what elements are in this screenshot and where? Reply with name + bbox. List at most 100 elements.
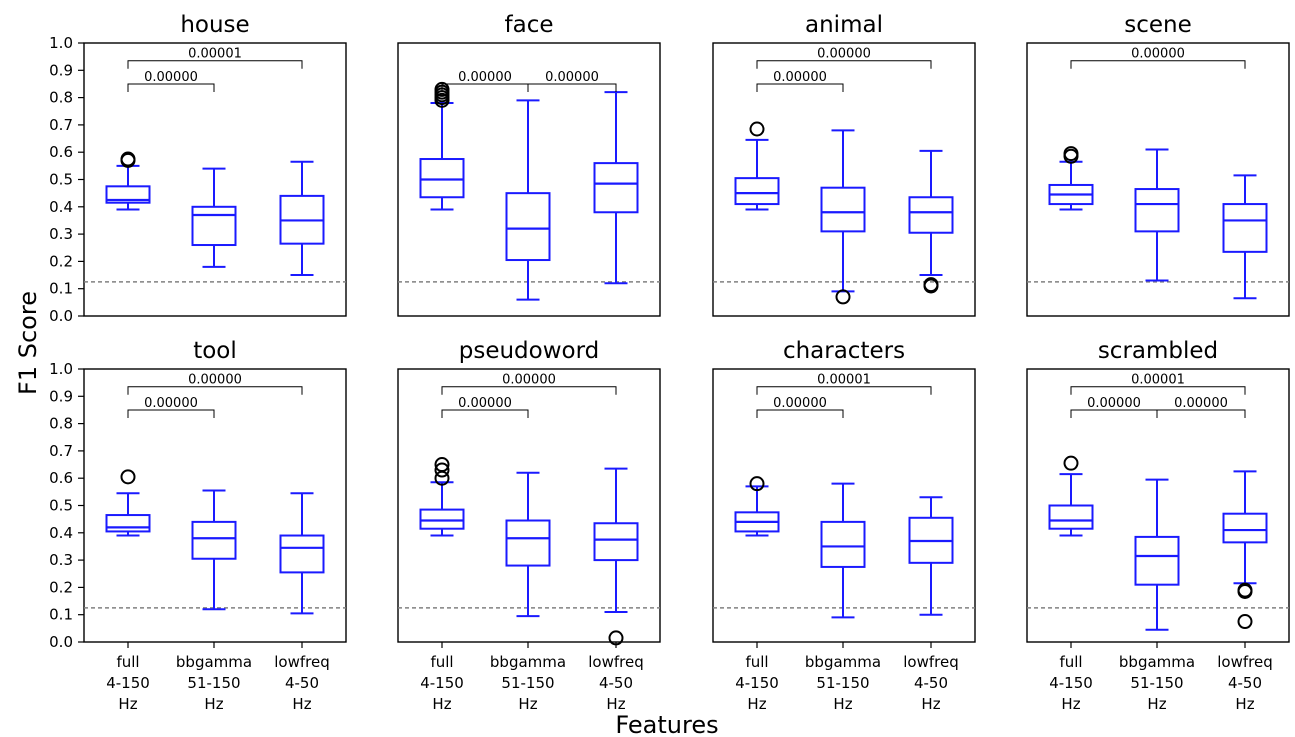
panel-scene: scene 0.00000 [1026, 12, 1290, 317]
box-iqr [1134, 535, 1180, 586]
x-tick-label: 51-150 [816, 674, 869, 692]
x-tick-label: Hz [432, 695, 451, 713]
bracket-p-value: 0.00000 [773, 70, 827, 85]
y-tick-label: 0.3 [49, 551, 73, 569]
panel-frame [397, 42, 661, 317]
significance-bracket: 0.00001 [756, 373, 932, 395]
significance-bracket: 0.00000 [1070, 47, 1246, 69]
bracket-p-value: 0.00000 [502, 373, 556, 388]
panel-tool: tool 0.0 0.1 0.2 0.3 0.4 0.5 0.6 0.7 0.8 0.9 1.0 0.0… [49, 338, 347, 713]
bracket-p-value: 0.00000 [458, 396, 512, 411]
significance-bracket: 0.00000 [127, 373, 303, 395]
box-0 [105, 151, 151, 211]
flier [120, 469, 136, 485]
box-1 [820, 482, 866, 619]
x-tick-label: bbgamma [1119, 653, 1195, 671]
significance-bracket: 0.00000 [756, 70, 844, 92]
significance-bracket: 0.00000 [127, 396, 215, 418]
x-tick-label: 51-150 [187, 674, 240, 692]
box-iqr [1134, 188, 1180, 233]
x-tick-label: 51-150 [1130, 674, 1183, 692]
y-tick-label: 0.7 [49, 442, 73, 460]
panel-title: pseudoword [459, 338, 600, 364]
box-0 [105, 469, 151, 537]
box-2 [1222, 470, 1268, 630]
bracket-line [127, 409, 215, 418]
x-tick-label: Hz [1235, 695, 1254, 713]
box-iqr [908, 196, 954, 234]
y-tick-label: 0.4 [49, 524, 73, 542]
bracket-line [1156, 409, 1246, 418]
box-1 [820, 129, 866, 305]
panel-pseudoword: pseudoword 0.00000 0.00000 full 4-150 Hz bbgam… [397, 338, 661, 713]
flier [120, 152, 136, 168]
bracket-p-value: 0.00000 [1174, 396, 1228, 411]
panel-animal: animal 0.00000 0.00000 [712, 12, 976, 317]
bracket-line [527, 83, 617, 92]
bracket-p-value: 0.00000 [817, 47, 871, 62]
box-1 [191, 489, 237, 611]
x-tick-label: 4-50 [285, 674, 319, 692]
x-tick-label: Hz [518, 695, 537, 713]
x-tick-label: Hz [204, 695, 223, 713]
bracket-p-value: 0.00001 [1131, 373, 1185, 388]
x-tick-label: Hz [1061, 695, 1080, 713]
y-tick-label: 0.1 [49, 606, 73, 624]
y-tick-label: 1.0 [49, 34, 73, 52]
flier [835, 289, 851, 305]
flier [923, 278, 939, 294]
significance-bracket: 0.00000 [441, 70, 529, 92]
box-2 [279, 492, 325, 615]
y-axis-label: F1 Score [14, 291, 42, 395]
bracket-line [441, 83, 529, 92]
box-0 [734, 121, 780, 211]
bracket-p-value: 0.00000 [545, 70, 599, 85]
y-tick-label: 0.5 [49, 497, 73, 515]
bracket-p-value: 0.00000 [1087, 396, 1141, 411]
x-tick-label: lowfreq [903, 653, 958, 671]
x-tick-label: Hz [118, 695, 137, 713]
x-tick-label: Hz [606, 695, 625, 713]
x-tick-label: Hz [292, 695, 311, 713]
box-1 [505, 99, 551, 301]
significance-bracket: 0.00000 [1156, 396, 1246, 418]
x-axis-label: Features [615, 711, 718, 737]
significance-bracket: 0.00000 [1070, 396, 1158, 418]
panel-title: scene [1124, 12, 1192, 38]
box-iqr [505, 192, 551, 262]
box-iqr [191, 520, 237, 560]
y-tick-label: 0.2 [49, 252, 73, 270]
y-tick-label: 0.3 [49, 225, 73, 243]
y-tick-label: 0.6 [49, 143, 73, 161]
bracket-line [127, 83, 215, 92]
panel-title: face [505, 12, 554, 38]
significance-bracket: 0.00001 [1070, 373, 1246, 395]
y-tick-label: 0.0 [49, 633, 73, 651]
panel-title: scrambled [1098, 338, 1218, 364]
y-tick-label: 0.1 [49, 280, 73, 298]
x-tick-label: full [116, 653, 139, 671]
y-tick-label: 0.5 [49, 171, 73, 189]
bracket-p-value: 0.00000 [188, 373, 242, 388]
box-iqr [191, 205, 237, 247]
box-1 [505, 471, 551, 618]
x-tick-label: Hz [747, 695, 766, 713]
panel-scrambled: scrambled 0.00000 0.00000 0.00001 full 4-150 H… [1026, 338, 1290, 713]
x-tick-label: lowfreq [588, 653, 643, 671]
y-tick-label: 0.2 [49, 578, 73, 596]
panel-face: face 0.00000 0.00000 [397, 12, 661, 317]
bracket-line [1070, 60, 1246, 69]
box-2 [279, 160, 325, 277]
box-0 [734, 476, 780, 537]
x-tick-label: 4-150 [1049, 674, 1093, 692]
y-tick-label: 0.9 [49, 387, 73, 405]
panel-characters: characters 0.00000 0.00001 full 4-150 Hz bbgam… [712, 338, 976, 713]
significance-bracket: 0.00000 [527, 70, 617, 92]
bracket-p-value: 0.00000 [144, 70, 198, 85]
panel-title: animal [805, 12, 883, 38]
significance-bracket: 0.00000 [127, 70, 215, 92]
box-1 [1134, 148, 1180, 282]
x-tick-label: 4-50 [1228, 674, 1262, 692]
bracket-line [441, 386, 617, 395]
